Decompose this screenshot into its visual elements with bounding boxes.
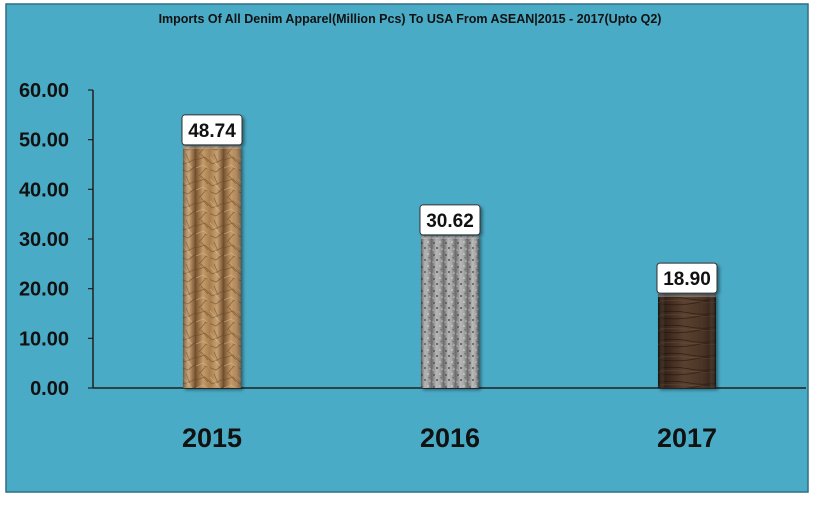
x-axis-labels: 2015 2016 2017 xyxy=(182,423,717,453)
x-tick-label: 2017 xyxy=(657,423,717,453)
y-tick-label: 10.00 xyxy=(19,328,69,350)
data-label-box xyxy=(656,262,718,294)
bar-bevel-2016 xyxy=(421,235,479,388)
x-tick-label: 2015 xyxy=(182,423,242,453)
data-label-box xyxy=(181,114,243,146)
bar-bevel-2015 xyxy=(183,145,241,388)
y-tick-label: 50.00 xyxy=(19,130,69,152)
y-axis-ticks: 0.00 10.00 20.00 30.00 40.00 50.00 60.00 xyxy=(19,80,93,400)
y-tick-label: 40.00 xyxy=(19,179,69,201)
chart-title: Imports Of All Denim Apparel(Million Pcs… xyxy=(159,12,662,26)
bar-top-edge-2017 xyxy=(658,294,716,298)
data-label: 18.90 xyxy=(663,269,711,290)
x-tick-label: 2016 xyxy=(420,423,480,453)
y-tick-label: 30.00 xyxy=(19,229,69,251)
y-tick-label: 20.00 xyxy=(19,279,69,301)
chart-background xyxy=(5,3,809,493)
y-tick-label: 60.00 xyxy=(19,80,69,102)
bar-top-edge-2016 xyxy=(421,235,479,239)
data-label-box xyxy=(419,204,481,236)
data-label: 30.62 xyxy=(426,211,474,232)
y-tick-label: 0.00 xyxy=(30,378,69,400)
bar-bevel-2017 xyxy=(658,294,716,388)
data-label: 48.74 xyxy=(188,121,236,142)
bars-group: 48.74 30.62 18.90 xyxy=(181,114,718,388)
bar-top-edge-2015 xyxy=(183,145,241,149)
